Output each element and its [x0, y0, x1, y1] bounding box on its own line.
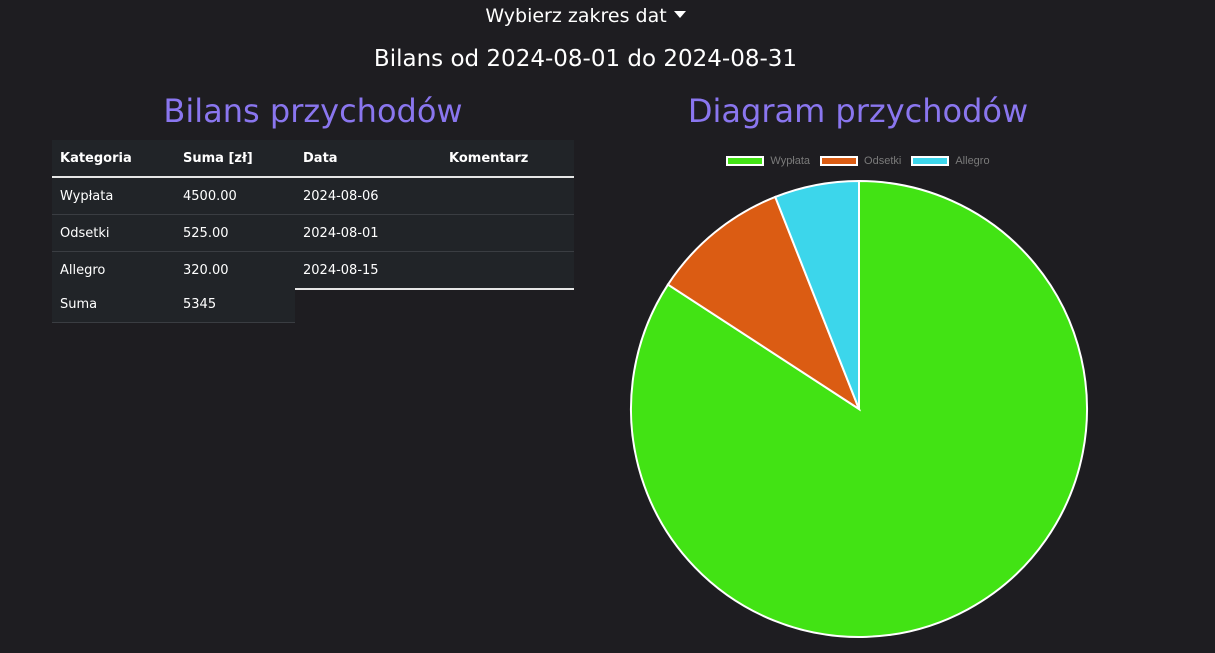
legend-item[interactable]: Allegro [911, 155, 990, 167]
header-category: Kategoria [52, 140, 175, 178]
legend-swatch [911, 156, 950, 166]
cell-date: 2024-08-15 [295, 251, 441, 290]
income-pie-chart [630, 179, 1088, 638]
header-comment: Komentarz [441, 140, 574, 178]
pie-slice-allegro[interactable] [773, 179, 860, 410]
legend-item[interactable]: Odsetki [820, 155, 901, 167]
legend-label: Wypłata [770, 155, 811, 167]
date-range-dropdown-label: Wybierz zakres dat [485, 5, 667, 27]
table-row: Wypłata 4500.00 2024-08-06 [52, 177, 574, 215]
cell-comment [441, 251, 574, 290]
date-range-dropdown[interactable]: Wybierz zakres dat [0, 5, 1171, 27]
income-balance-heading: Bilans przychodów [163, 92, 463, 130]
income-table: Kategoria Suma [zł] Data Komentarz Wypła… [52, 140, 574, 290]
legend-label: Odsetki [864, 155, 902, 167]
chart-legend: Wypłata Odsetki Allegro [630, 155, 1086, 167]
cell-sum: 4500.00 [175, 177, 295, 215]
totals-table: Suma 5345 [52, 286, 295, 323]
cell-category: Wypłata [52, 177, 175, 215]
table-row: Odsetki 525.00 2024-08-01 [52, 214, 574, 252]
table-header-row: Kategoria Suma [zł] Data Komentarz [52, 140, 574, 178]
cell-sum: 320.00 [175, 251, 295, 290]
cell-date: 2024-08-06 [295, 177, 441, 215]
cell-date: 2024-08-01 [295, 214, 441, 252]
legend-item[interactable]: Wypłata [726, 155, 810, 167]
income-chart-heading: Diagram przychodów [687, 92, 1029, 130]
legend-swatch [726, 156, 765, 166]
cell-comment [441, 214, 574, 252]
caret-down-icon [673, 11, 686, 18]
cell-category: Odsetki [52, 214, 175, 252]
totals-value: 5345 [175, 286, 295, 323]
cell-comment [441, 177, 574, 215]
cell-category: Allegro [52, 251, 175, 290]
header-date: Data [295, 140, 441, 178]
header-sum: Suma [zł] [175, 140, 295, 178]
totals-row: Suma 5345 [52, 286, 295, 323]
cell-sum: 525.00 [175, 214, 295, 252]
balance-period-title: Bilans od 2024-08-01 do 2024-08-31 [373, 46, 798, 72]
pie-slice-odsetki[interactable] [666, 195, 862, 412]
legend-label: Allegro [955, 155, 990, 167]
table-row: Allegro 320.00 2024-08-15 [52, 251, 574, 290]
legend-swatch [820, 156, 859, 166]
totals-label: Suma [52, 286, 175, 323]
